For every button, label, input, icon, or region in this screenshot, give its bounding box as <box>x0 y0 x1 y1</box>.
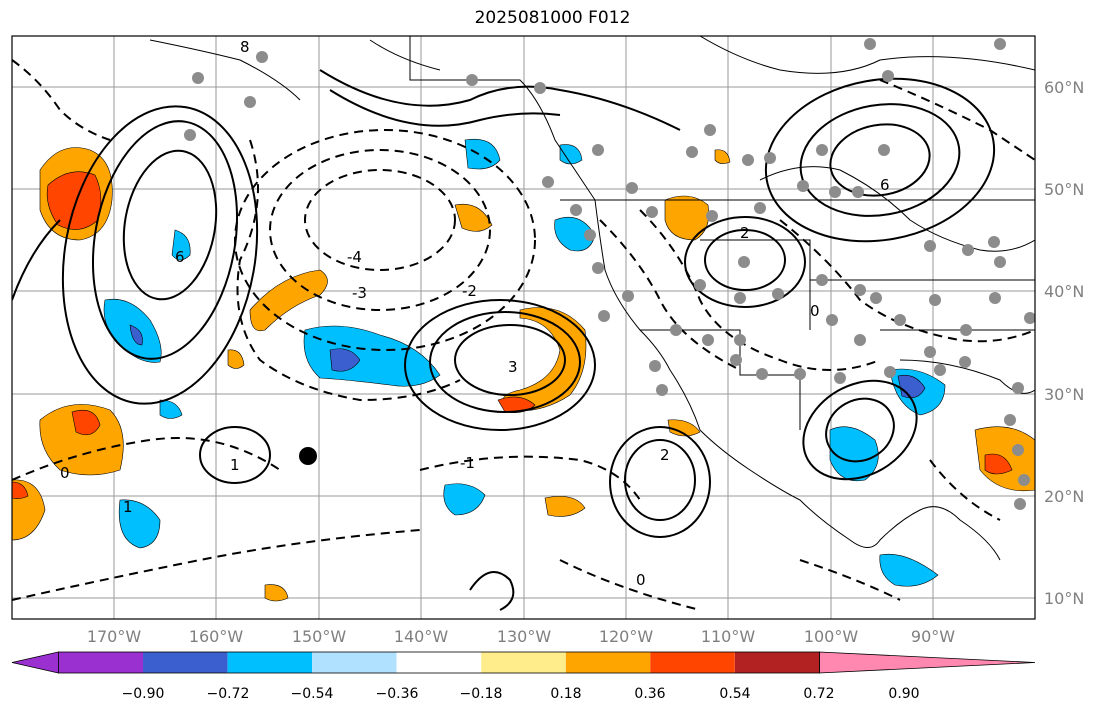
lon-label: 170°W <box>87 627 142 646</box>
colorbar <box>11 651 1036 674</box>
colorbar-tick-label: −0.18 <box>460 686 503 702</box>
lon-label: 160°W <box>189 627 244 646</box>
colorbar-tick-label: −0.54 <box>291 686 334 702</box>
colorbar-tick-label: 0.54 <box>719 686 750 702</box>
lon-label: 110°W <box>701 627 756 646</box>
colorbar-swatch <box>481 652 566 673</box>
colorbar-ticks: −0.90 −0.72 −0.54 −0.36 −0.18 0.18 0.36 … <box>122 686 920 702</box>
contour-label: 2 <box>660 446 670 464</box>
colorbar-swatch <box>565 652 651 673</box>
lat-label: 40°N <box>1044 282 1084 301</box>
lon-label: 150°W <box>292 627 347 646</box>
location-marker <box>299 447 317 465</box>
contour-label: -3 <box>352 284 367 302</box>
colorbar-swatch <box>734 652 820 673</box>
lon-label: 90°W <box>911 627 955 646</box>
colorbar-extend-high <box>819 651 1036 674</box>
lat-label: 10°N <box>1044 589 1084 608</box>
contour-label: -4 <box>347 248 362 266</box>
contour-labels: -4 -3 -2 -1 0 1 2 3 6 8 0 2 6 1 0 <box>60 38 890 589</box>
colorbar-tick-label: −0.90 <box>122 686 165 702</box>
colorbar-extend-low <box>11 651 59 674</box>
coastlines <box>149 36 1035 561</box>
lat-label: 30°N <box>1044 385 1084 404</box>
colorbar-tick-label: −0.72 <box>207 686 250 702</box>
lat-labels: 60°N 50°N 40°N 30°N 20°N 10°N <box>1044 78 1084 608</box>
lat-label: 20°N <box>1044 487 1084 506</box>
contour-label: 2 <box>740 224 750 242</box>
lon-label: 130°W <box>497 627 552 646</box>
colorbar-swatch <box>143 652 228 673</box>
lon-label: 100°W <box>804 627 859 646</box>
station-dots <box>184 38 1035 510</box>
lat-label: 60°N <box>1044 78 1084 97</box>
lon-label: 140°W <box>394 627 449 646</box>
colorbar-tick-label: 0.36 <box>634 686 665 702</box>
colorbar-swatch <box>396 652 482 673</box>
contour-label: -2 <box>462 282 477 300</box>
colorbar-swatch <box>227 652 313 673</box>
colorbar-tick-label: 0.18 <box>550 686 581 702</box>
contours-solid <box>12 69 996 611</box>
map-title: 2025081000 F012 <box>474 8 631 28</box>
colorbar-swatch <box>58 652 144 673</box>
contour-label: 6 <box>880 176 890 194</box>
contour-label: -1 <box>460 454 475 472</box>
contour-label: 1 <box>230 456 240 474</box>
lon-label: 120°W <box>599 627 654 646</box>
contour-label: 3 <box>508 358 518 376</box>
map-frame <box>11 35 1036 620</box>
colorbar-swatch <box>312 652 397 673</box>
lon-labels: 170°W 160°W 150°W 140°W 130°W 120°W 110°… <box>87 627 955 646</box>
contour-label: 0 <box>810 302 820 320</box>
contour-label: 0 <box>636 571 646 589</box>
contour-label: 6 <box>175 248 185 266</box>
contour-label: 0 <box>60 464 70 482</box>
colorbar-swatch <box>650 652 735 673</box>
contour-label: 8 <box>240 38 250 56</box>
lat-label: 50°N <box>1044 180 1084 199</box>
colorbar-outline <box>58 651 820 674</box>
contour-label: 1 <box>123 498 133 516</box>
shaded-fields <box>12 138 1035 602</box>
colorbar-tick-label: 0.90 <box>888 686 919 702</box>
colorbar-tick-label: 0.72 <box>803 686 834 702</box>
colorbar-tick-label: −0.36 <box>376 686 419 702</box>
